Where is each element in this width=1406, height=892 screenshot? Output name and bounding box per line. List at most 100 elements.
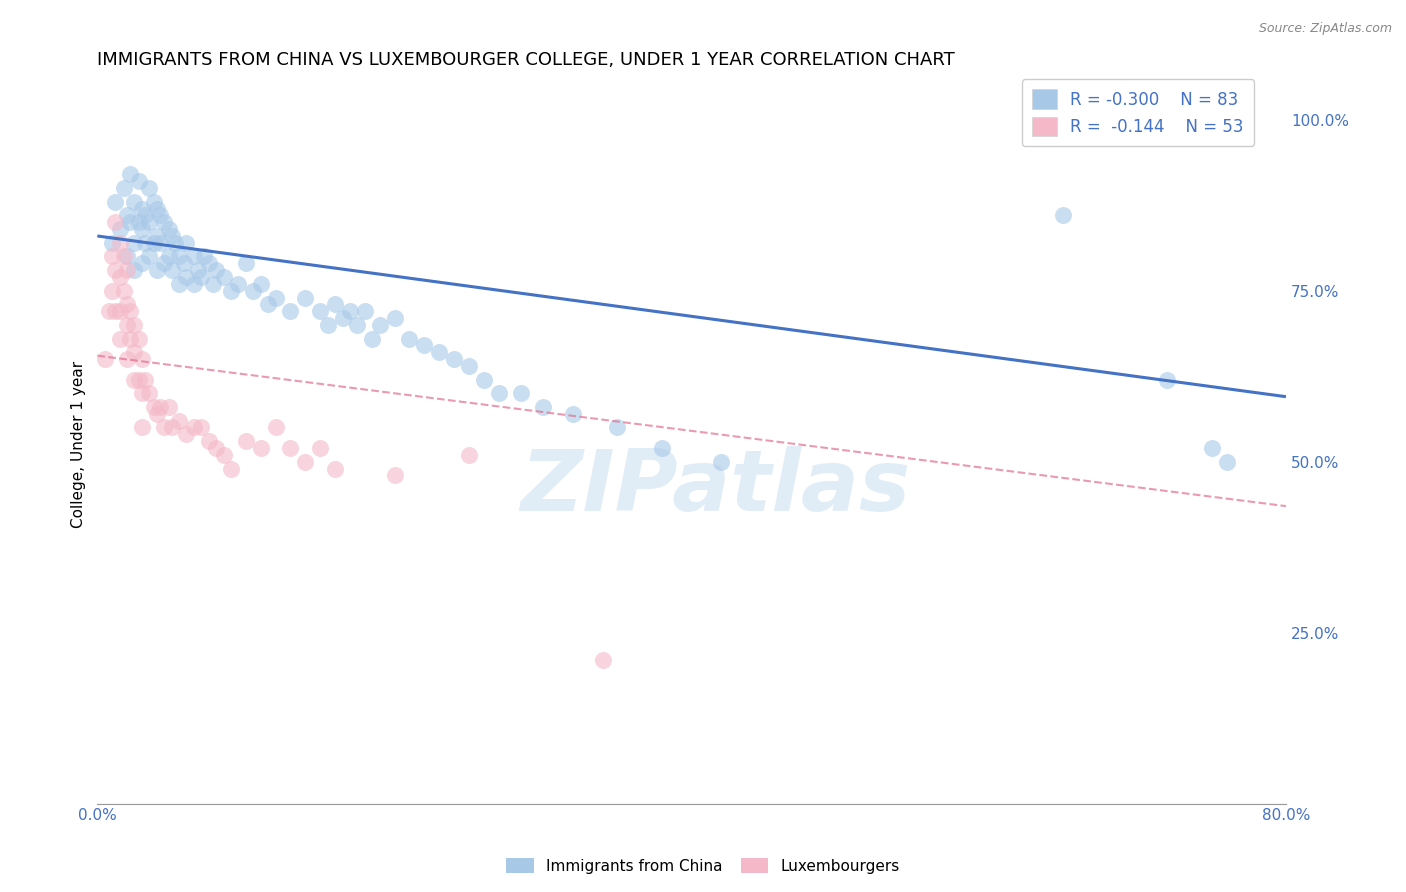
Point [219,284,242,298]
Point [235,434,257,449]
Point [115,318,138,332]
Point [219,461,242,475]
Point [384,311,406,326]
Point [294,291,316,305]
Point [242,284,264,298]
Point [149,235,172,250]
Point [606,420,628,434]
Point [264,420,287,434]
Point [146,229,169,244]
Point [131,386,153,401]
Point [197,434,219,449]
Point [710,455,733,469]
Point [157,222,180,236]
Point [101,250,124,264]
Point [142,400,165,414]
Point [323,461,346,475]
Point [142,235,165,250]
Point [651,441,673,455]
Point [280,304,302,318]
Point [384,468,406,483]
Point [124,194,146,209]
Point [115,250,138,264]
Point [108,270,131,285]
Point [176,235,198,250]
Point [115,209,138,223]
Point [131,222,153,236]
Point [142,194,165,209]
Point [160,229,183,244]
Point [146,263,169,277]
Point [187,263,209,277]
Text: Source: ZipAtlas.com: Source: ZipAtlas.com [1258,22,1392,36]
Point [101,284,124,298]
Point [118,332,141,346]
Point [205,441,228,455]
Point [160,263,183,277]
Point [167,277,190,291]
Point [264,291,287,305]
Point [472,373,495,387]
Point [124,345,146,359]
Point [124,373,146,387]
Point [353,304,375,318]
Point [108,235,131,250]
Point [346,318,368,332]
Point [101,235,124,250]
Point [131,202,153,216]
Point [509,386,531,401]
Text: IMMIGRANTS FROM CHINA VS LUXEMBOURGER COLLEGE, UNDER 1 YEAR CORRELATION CHART: IMMIGRANTS FROM CHINA VS LUXEMBOURGER CO… [97,51,955,69]
Point [153,420,176,434]
Point [163,235,186,250]
Point [149,209,172,223]
Point [104,263,127,277]
Legend: R = -0.300    N = 83, R =  -0.144    N = 53: R = -0.300 N = 83, R = -0.144 N = 53 [1022,79,1254,146]
Point [413,338,436,352]
Point [457,359,479,373]
Point [294,455,316,469]
Point [1156,373,1178,387]
Point [361,332,384,346]
Point [134,373,156,387]
Point [115,352,138,367]
Point [160,420,183,434]
Point [212,270,235,285]
Point [112,284,135,298]
Point [108,304,131,318]
Point [138,386,160,401]
Point [257,297,280,311]
Point [202,277,225,291]
Point [183,277,205,291]
Point [131,352,153,367]
Point [1215,455,1237,469]
Point [309,304,332,318]
Point [118,168,141,182]
Point [592,653,614,667]
Point [94,352,117,367]
Point [115,263,138,277]
Point [212,448,235,462]
Point [146,407,169,421]
Point [332,311,354,326]
Point [128,373,150,387]
Y-axis label: College, Under 1 year: College, Under 1 year [72,361,86,528]
Point [108,332,131,346]
Point [173,256,195,270]
Text: ZIPatlas: ZIPatlas [520,446,911,529]
Point [108,222,131,236]
Point [176,270,198,285]
Point [138,215,160,229]
Point [131,420,153,434]
Point [124,318,146,332]
Point [443,352,465,367]
Point [157,250,180,264]
Point [323,297,346,311]
Point [190,420,212,434]
Point [183,420,205,434]
Point [128,174,150,188]
Point [176,427,198,442]
Point [488,386,510,401]
Point [134,235,156,250]
Point [427,345,450,359]
Point [398,332,420,346]
